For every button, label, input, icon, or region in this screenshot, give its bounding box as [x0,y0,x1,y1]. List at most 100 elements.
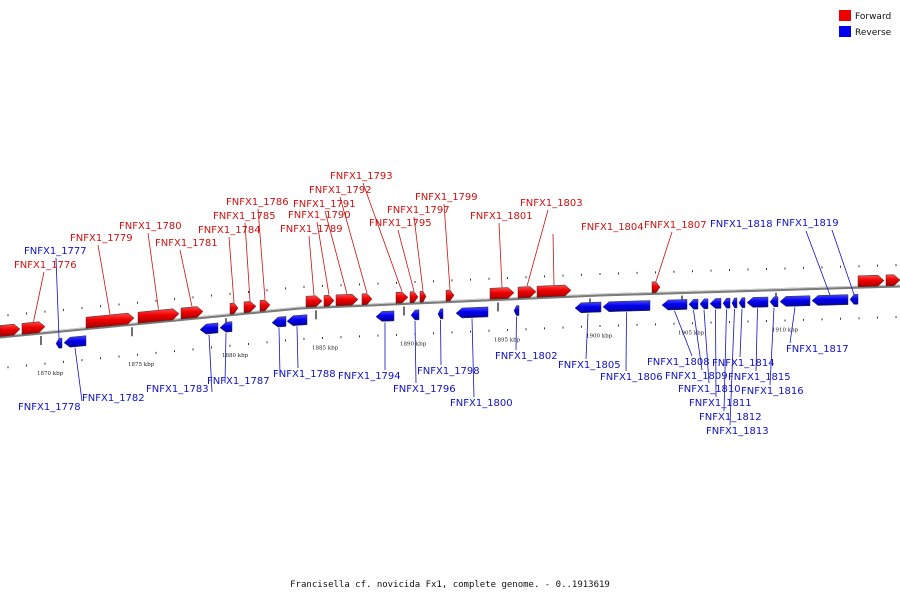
reverse-gene-label: FNFX1_1777 [24,246,87,257]
reverse-gene-label: FNFX1_1817 [786,344,849,355]
forward-gene-arrow [361,293,373,306]
reverse-leader-line [755,308,758,372]
reverse-gene-label: FNFX1_1809 [665,371,728,382]
forward-gene-arrow [0,323,21,337]
reverse-gene-label: FNFX1_1819 [776,218,839,229]
forward-gene-arrow [445,289,455,302]
reverse-leader-line [739,308,743,358]
forward-gene-arrow [180,306,204,320]
reverse-leader-line [769,307,775,386]
forward-leader-line [308,235,315,296]
reverse-gene-arrow [746,296,769,308]
reverse-gene-arrow [688,298,699,310]
forward-leader-line [655,231,673,282]
reverse-gene-label: FNFX1_1778 [18,402,81,413]
tick-label: 1905 kbp [678,331,705,337]
reverse-gene-arrow [661,299,688,311]
forward-gene-label: FNFX1_1789 [280,224,343,235]
forward-gene-label: FNFX1_1797 [387,205,450,216]
reverse-gene-label: FNFX1_1802 [495,351,558,362]
forward-gene-arrow [517,286,537,299]
forward-gene-arrow [395,291,409,304]
reverse-gene-label: FNFX1_1813 [706,426,769,437]
forward-leader-line [33,271,45,322]
gene-arrows [0,274,900,349]
reverse-gene-label: FNFX1_1816 [741,386,804,397]
reverse-leader-line [789,307,796,344]
reverse-gene-arrow [769,296,779,308]
forward-leader-line [397,229,415,292]
tick-label: 1870 kbp [37,371,64,377]
reverse-leader-line [208,334,213,393]
reverse-leader-line [296,326,299,369]
reverse-gene-label: FNFX1_1811 [689,398,752,409]
forward-gene-arrow [419,290,427,303]
forward-leader-line [316,221,330,295]
reverse-gene-arrow [779,295,811,307]
forward-leader-line [179,249,193,307]
forward-gene-arrow [243,301,257,314]
reverse-gene-label: FNFX1_1815 [728,372,791,383]
forward-gene-label: FNFX1_1807 [644,220,707,231]
reverse-gene-label: FNFX1_1787 [207,376,270,387]
reverse-gene-arrow [811,294,849,306]
reverse-gene-label: FNFX1_1794 [338,371,401,382]
reverse-gene-arrow [709,298,722,309]
reverse-leader-line [224,333,227,384]
tick-label: 1910 kbp [772,328,799,334]
reverse-gene-arrow [375,310,395,322]
reverse-leader-line [414,321,417,384]
reverse-gene-label: FNFX1_1800 [450,398,513,409]
label-leaders [33,182,855,426]
forward-leader-line [498,222,503,288]
reverse-gene-arrow [738,297,746,308]
reverse-gene-label: FNFX1_1782 [82,393,145,404]
forward-gene-arrow [489,287,515,300]
forward-gene-arrow [305,295,323,308]
forward-leader-line [339,196,368,294]
forward-leader-line [257,208,266,300]
reverse-gene-arrow [574,301,602,314]
forward-leader-line [147,232,159,310]
reverse-leader-line [693,310,703,371]
forward-leader-line [362,182,403,292]
forward-gene-arrow [651,281,661,294]
forward-gene-label: FNFX1_1785 [213,211,276,222]
reverse-gene-arrow [199,322,219,335]
reverse-gene-arrow [699,298,709,310]
forward-gene-label: FNFX1_1790 [288,210,351,221]
forward-gene-label: FNFX1_1804 [581,222,644,233]
legend-reverse-swatch [839,26,851,37]
reverse-gene-label: FNFX1_1810 [678,384,741,395]
forward-leader-line [97,244,111,315]
reverse-gene-label: FNFX1_1812 [699,412,762,423]
reverse-gene-arrow [286,314,308,326]
reverse-leader-line [278,328,281,376]
map-caption: Francisella cf. novicida Fx1, complete g… [290,580,610,590]
forward-gene-arrow [335,293,359,307]
forward-gene-label: FNFX1_1791 [293,199,356,210]
forward-gene-arrow [885,274,900,287]
reverse-gene-label: FNFX1_1783 [146,384,209,395]
reverse-leader-line [674,310,693,357]
forward-gene-label: FNFX1_1780 [119,221,182,232]
forward-gene-label: FNFX1_1779 [70,233,133,244]
forward-gene-label: FNFX1_1801 [470,211,533,222]
forward-gene-label: FNFX1_1786 [226,197,289,208]
legend-forward-swatch [839,10,851,21]
reverse-gene-arrow [55,337,63,349]
forward-gene-arrow [229,302,239,315]
forward-gene-label: FNFX1_1799 [415,192,478,203]
reverse-gene-arrow [722,297,731,309]
reverse-leader-line [585,313,589,360]
reverse-gene-arrow [513,305,520,316]
forward-gene-label: FNFX1_1795 [369,218,432,229]
reverse-gene-arrow [219,321,233,333]
reverse-gene-label: FNFX1_1818 [710,219,773,230]
legend: Forward Reverse [839,10,892,38]
tick-label: 1890 kbp [400,341,427,347]
reverse-gene-label: FNFX1_1798 [417,366,480,377]
forward-leader-line [552,233,555,286]
forward-gene-arrow [409,291,419,303]
